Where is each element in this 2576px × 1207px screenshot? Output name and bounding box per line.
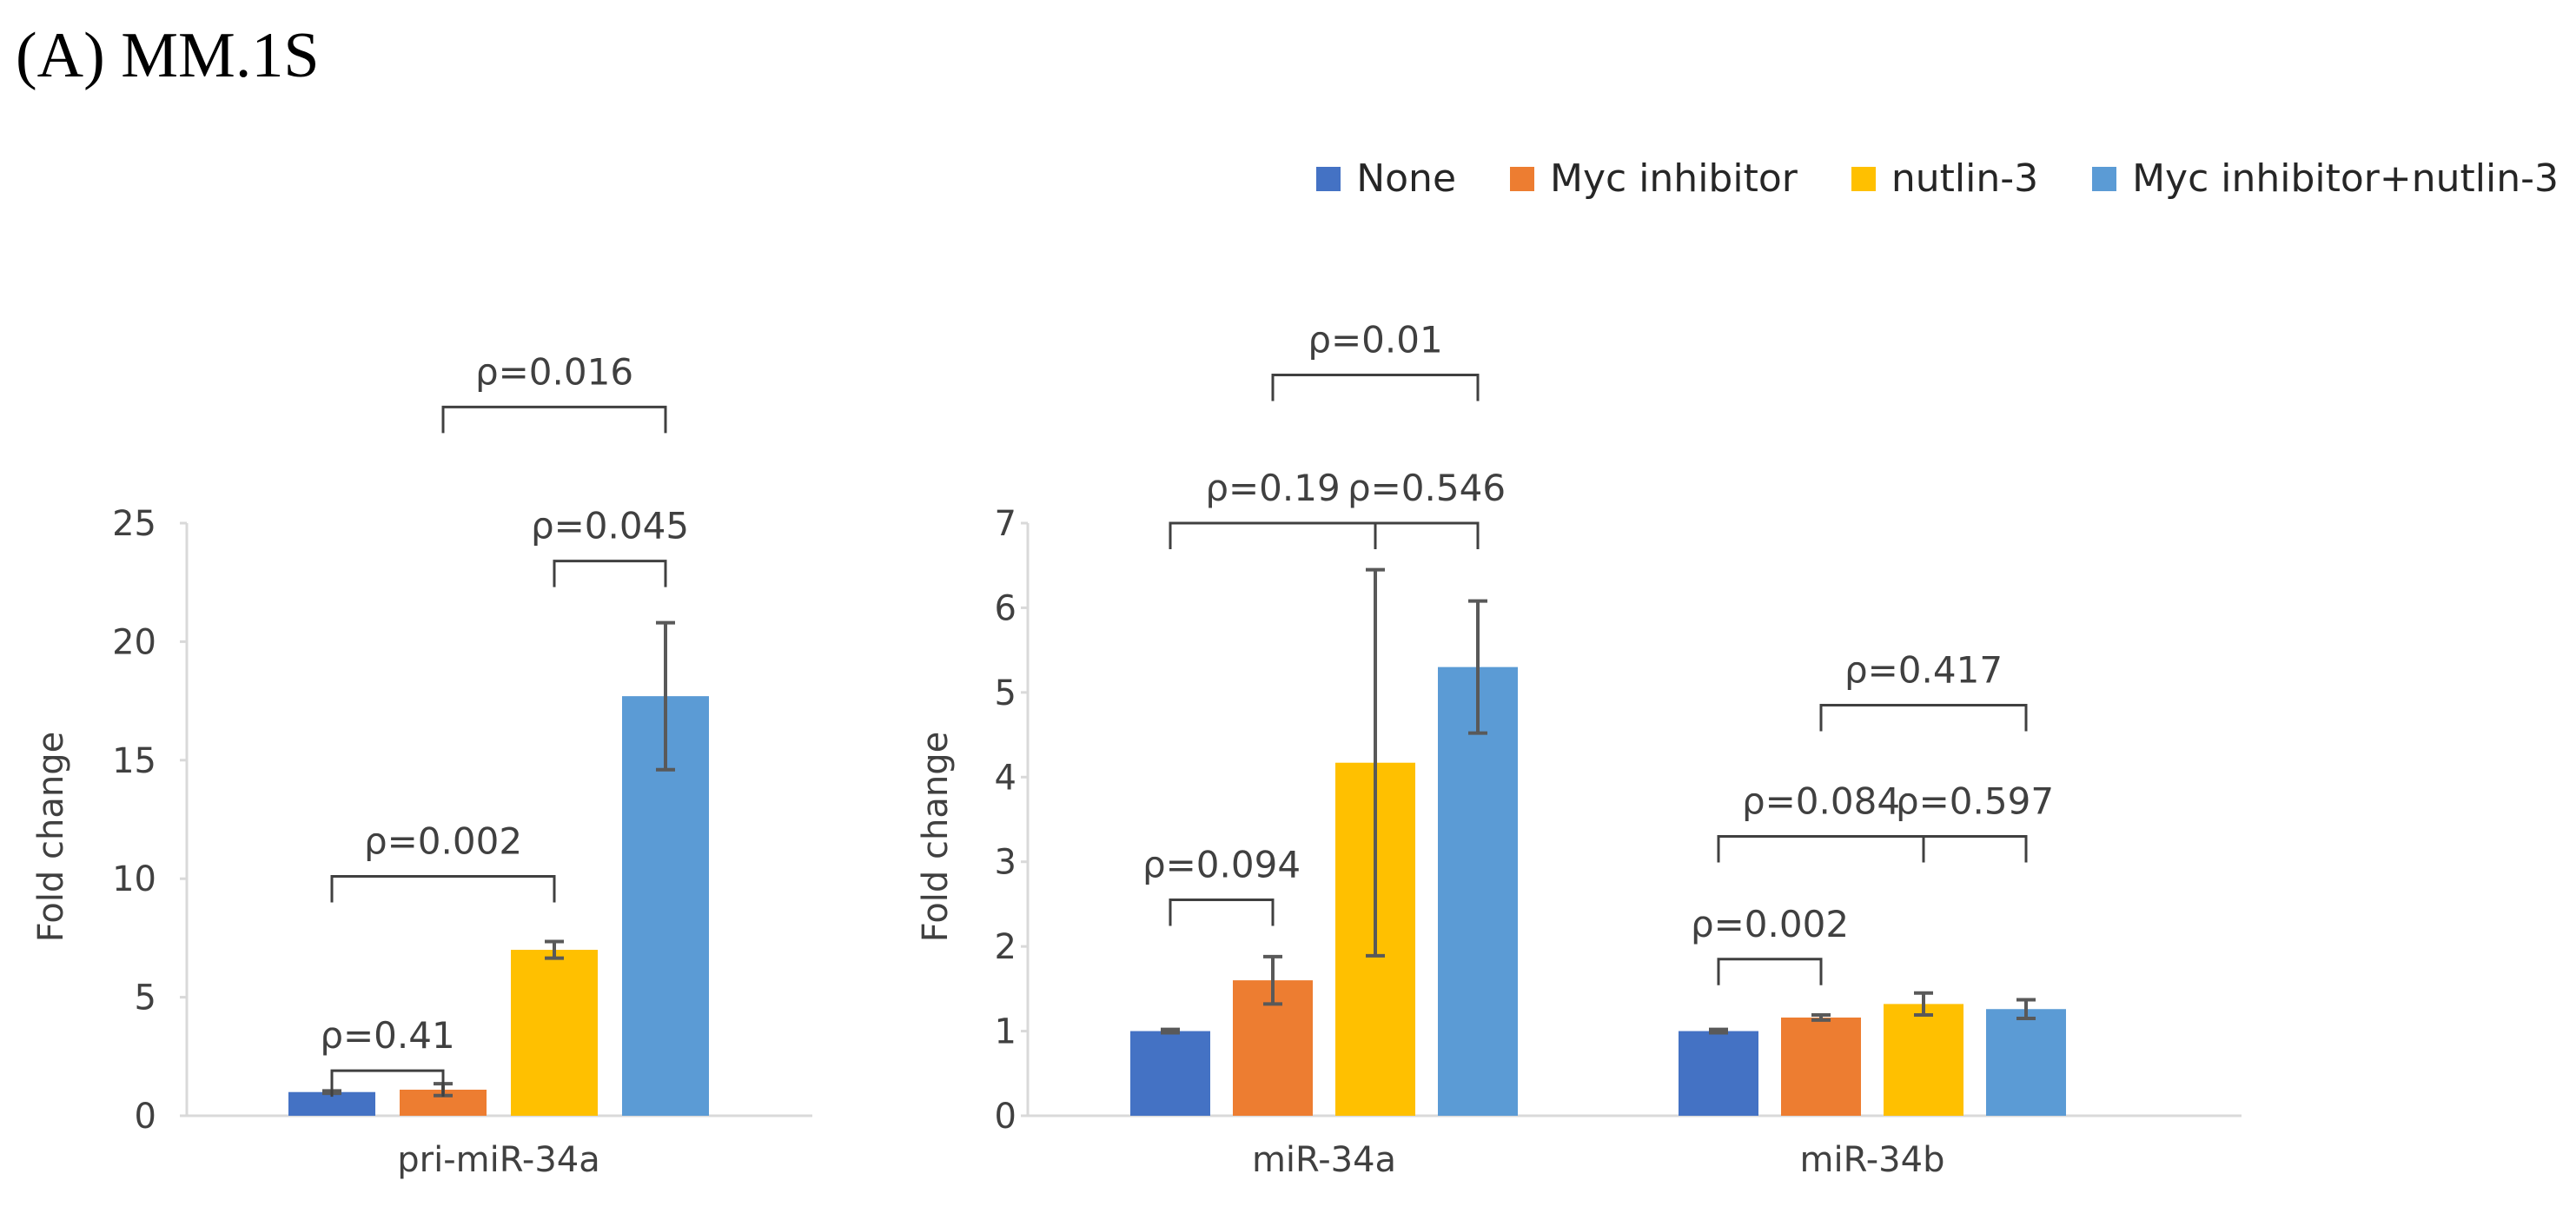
p-value-label: ρ=0.41 [320,1014,454,1057]
y-tick-label: 5 [135,978,156,1018]
bar-nutlin-3-pri-mir-34a [511,950,598,1116]
significance-bracket [1717,834,1925,863]
p-value-label: ρ=0.016 [475,350,633,393]
legend-item-none: None [1316,156,1456,201]
legend-label-nutlin-3: nutlin-3 [1891,156,2039,201]
y-tick-label: 25 [112,504,156,544]
p-value-label: ρ=0.546 [1348,467,1506,509]
chart-pri-mir-34a: 0 5 10 15 20 25 Fold change pri-miR-34a ρ=0.41 ρ=… [31,350,812,1180]
p-value-label: ρ=0.002 [1691,903,1849,945]
p-value-label: ρ=0.002 [364,819,522,862]
y-tick-label: 4 [995,758,1016,798]
y-tick-label: 0 [995,1097,1016,1137]
y-tick-label: 0 [135,1097,156,1137]
significance-bracket [330,1069,445,1098]
legend-swatch-combination [2092,166,2117,191]
p-value-label: ρ=0.094 [1142,844,1301,886]
y-axis-title: Fold change [916,732,956,942]
bar-none-mir-34b [1679,1031,1758,1116]
bar-myc-inhibitor-mir-34b [1781,1017,1861,1116]
significance-bracket [1922,834,2028,863]
bar-none-mir-34a [1130,1031,1210,1116]
significance-bracket [441,405,667,434]
y-tick-label: 10 [112,859,156,899]
category-label: miR-34b [1800,1140,1945,1180]
legend-label-none: None [1356,156,1457,201]
bar-myc-inhibitor-nutlin-3-mir-34a [1438,667,1518,1116]
y-tick-label: 3 [995,843,1016,883]
legend-item-nutlin-3: nutlin-3 [1851,156,2038,201]
significance-bracket [1169,521,1377,549]
significance-bracket [1717,958,1823,985]
p-value-label: ρ=0.597 [1896,779,2054,822]
legend: None Myc inhibitor nutlin-3 Myc inhibito… [1316,156,2559,201]
p-value-label: ρ=0.01 [1308,319,1442,361]
p-value-label: ρ=0.19 [1205,467,1340,509]
significance-bracket [553,560,667,587]
legend-item-combination: Myc inhibitor+nutlin-3 [2092,156,2559,201]
y-tick-label: 20 [112,622,156,662]
y-tick-label: 2 [995,927,1016,967]
figure-title: (A) MM.1S [16,20,320,91]
significance-bracket [1374,521,1480,549]
chart-mir-34a-mir-34b: 0 1 2 3 4 5 6 7 Fold change miR-34a miR-34b ρ=0.094… [916,319,2242,1180]
p-value-label: ρ=0.045 [531,505,689,547]
significance-bracket [1271,374,1480,401]
legend-swatch-myc-inhibitor [1510,166,1535,191]
significance-bracket [330,874,556,903]
y-tick-label: 15 [112,741,156,781]
significance-bracket [1169,899,1275,926]
legend-item-myc-inhibitor: Myc inhibitor [1510,156,1798,201]
legend-swatch-none [1316,166,1341,191]
y-tick-label: 6 [995,588,1016,628]
y-tick-label: 7 [995,504,1016,544]
legend-swatch-nutlin-3 [1851,166,1876,191]
y-tick-label: 5 [995,673,1016,713]
bar-myc-inhibitor-nutlin-3-mir-34b [1986,1009,2066,1116]
legend-label-myc-inhibitor: Myc inhibitor [1550,156,1798,201]
bar-nutlin-3-mir-34b [1884,1004,1963,1116]
y-axis-title: Fold change [31,732,71,942]
significance-bracket [1819,703,2028,732]
category-label: miR-34a [1252,1140,1396,1180]
category-label: pri-miR-34a [397,1140,599,1180]
p-value-label: ρ=0.084 [1742,779,1900,822]
legend-label-combination: Myc inhibitor+nutlin-3 [2132,156,2559,201]
p-value-label: ρ=0.417 [1844,648,2003,691]
y-tick-label: 1 [995,1012,1016,1052]
